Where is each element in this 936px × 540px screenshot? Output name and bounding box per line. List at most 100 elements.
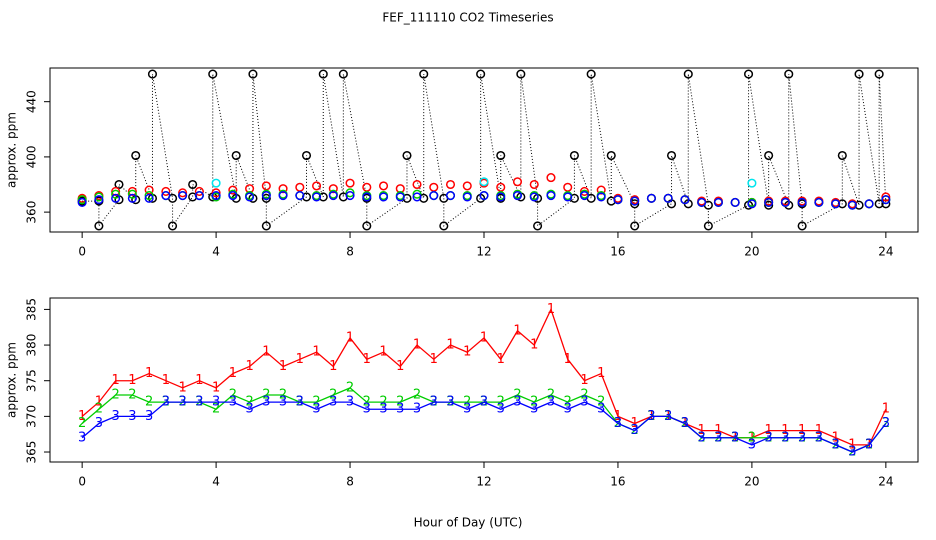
point-marker: 2 xyxy=(497,395,505,410)
point xyxy=(703,221,713,231)
point xyxy=(211,188,221,198)
x-tick-label: 24 xyxy=(878,475,893,489)
point-marker: 1 xyxy=(446,338,454,353)
point-marker: 1 xyxy=(765,423,773,438)
point xyxy=(683,69,693,79)
y-tick-label: 380 xyxy=(25,334,39,357)
point-marker: 3 xyxy=(128,409,136,424)
point xyxy=(144,193,154,203)
point-marker: 1 xyxy=(245,359,253,374)
point-marker: 2 xyxy=(530,395,538,410)
point-marker: 3 xyxy=(245,402,253,417)
y-tick-label: 370 xyxy=(25,405,39,428)
point-marker: 1 xyxy=(95,395,103,410)
point-marker: 3 xyxy=(480,395,488,410)
point-marker: 1 xyxy=(396,359,404,374)
point-marker: 1 xyxy=(614,409,622,424)
point-marker: 2 xyxy=(379,395,387,410)
x-tick-label: 8 xyxy=(346,475,354,489)
y-axis-label: approx. ppm xyxy=(5,342,19,418)
point xyxy=(713,197,723,208)
point-marker: 3 xyxy=(229,395,237,410)
point xyxy=(245,192,255,202)
point-marker: 1 xyxy=(162,373,170,388)
point-marker: 3 xyxy=(681,416,689,431)
point-marker: 1 xyxy=(597,366,605,381)
point xyxy=(412,179,422,190)
point xyxy=(77,195,87,205)
point xyxy=(496,192,506,202)
point-marker: 1 xyxy=(329,359,337,374)
point xyxy=(439,221,449,231)
point-marker: 1 xyxy=(530,338,538,353)
point xyxy=(77,197,87,208)
point-marker: 3 xyxy=(798,430,806,445)
point xyxy=(178,188,188,198)
point xyxy=(362,221,372,231)
x-tick-label: 4 xyxy=(212,245,220,259)
point-marker: 1 xyxy=(178,380,186,395)
point-marker: 3 xyxy=(530,402,538,417)
x-tick-label: 20 xyxy=(744,475,759,489)
point-marker: 3 xyxy=(111,409,119,424)
point xyxy=(579,186,590,196)
point xyxy=(630,196,640,206)
point-marker: 3 xyxy=(413,402,421,417)
point-marker: 2 xyxy=(547,387,555,402)
point xyxy=(429,191,439,201)
point xyxy=(881,195,891,205)
point-marker: 1 xyxy=(564,352,572,367)
point xyxy=(378,192,389,202)
point xyxy=(261,221,271,231)
point xyxy=(596,192,606,202)
point xyxy=(338,69,348,79)
point-marker: 3 xyxy=(212,395,220,410)
point-marker: 3 xyxy=(597,402,605,417)
point-marker: 3 xyxy=(714,430,722,445)
point xyxy=(579,191,590,201)
point-marker: 3 xyxy=(346,395,354,410)
y-tick-label: 400 xyxy=(25,145,39,168)
point xyxy=(144,191,154,201)
point xyxy=(208,69,218,79)
point-marker: 2 xyxy=(329,387,337,402)
point xyxy=(546,191,556,201)
point xyxy=(630,199,640,209)
point xyxy=(312,192,322,202)
point xyxy=(161,191,171,201)
point-marker: 2 xyxy=(229,387,237,402)
point-marker: 2 xyxy=(396,395,404,410)
point-marker: 3 xyxy=(848,445,856,460)
point-marker: 1 xyxy=(145,366,153,381)
point xyxy=(479,177,489,187)
point xyxy=(764,197,774,208)
point xyxy=(780,197,790,208)
point-marker: 2 xyxy=(564,395,572,410)
point xyxy=(94,195,104,205)
x-tick-label: 4 xyxy=(212,475,220,489)
point-marker: 3 xyxy=(296,395,304,410)
point-marker: 3 xyxy=(647,409,655,424)
chart-title: FEF_111110 CO2 Timeseries xyxy=(382,11,553,25)
x-tick-label: 16 xyxy=(610,475,625,489)
point-marker: 3 xyxy=(497,402,505,417)
x-tick-label: 12 xyxy=(476,475,491,489)
x-tick-label: 8 xyxy=(346,245,354,259)
point-marker: 1 xyxy=(798,423,806,438)
point xyxy=(546,173,556,183)
point-marker: 3 xyxy=(379,402,387,417)
point xyxy=(529,192,539,202)
point-marker: 3 xyxy=(446,395,454,410)
point xyxy=(516,69,526,79)
x-tick-label: 16 xyxy=(610,245,625,259)
point-marker: 3 xyxy=(614,416,622,431)
point-marker: 3 xyxy=(781,430,789,445)
point-marker: 1 xyxy=(312,345,320,360)
point xyxy=(412,189,422,199)
point xyxy=(814,197,824,208)
point-marker: 1 xyxy=(698,423,706,438)
point-marker: 2 xyxy=(513,387,521,402)
point-marker: 3 xyxy=(698,430,706,445)
